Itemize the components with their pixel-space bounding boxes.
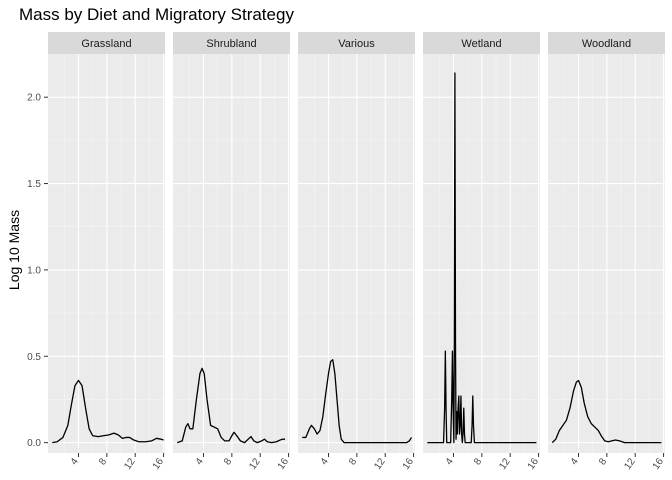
x-tick-label: 12 [247,456,263,472]
y-tick-label: 2.0 [27,93,41,104]
x-tick-label: 4 [444,456,456,467]
facet-strip [173,32,290,54]
density-line-shrubland [177,367,286,444]
density-line-various [302,359,413,444]
y-axis-title: Log 10 Mass [6,210,22,290]
density-line-grassland [52,379,164,444]
facet-strip-label: Grassland [81,38,131,50]
density-line-woodland [551,379,662,444]
chart-title: Mass by Diet and Migratory Strategy [19,5,294,24]
facet-panel-shrubland: Shrubland 4 8 12 16 [173,32,291,472]
y-axis: 0.0 0.5 1.0 1.5 2.0 [27,93,48,449]
x-tick-label: 8 [347,456,359,467]
facet-strip-label: Wetland [461,38,501,50]
facet-panel-wetland: Wetland 4 8 12 16 [423,32,541,472]
x-tick-label: 16 [276,456,292,472]
facet-panel-various: Various 4 8 12 16 [298,32,416,472]
x-tick-label: 12 [122,456,138,472]
x-tick-label: 8 [222,456,234,467]
x-tick-label: 8 [472,456,484,467]
y-tick-label: 0.0 [27,438,41,449]
x-tick-label: 8 [597,456,609,467]
x-tick-label: 12 [622,456,638,472]
y-tick-label: 1.5 [27,179,41,190]
x-tick-label: 16 [651,456,667,472]
x-tick-label: 12 [497,456,513,472]
y-tick-label: 0.5 [27,352,41,363]
facet-strip [423,32,540,54]
facet-panel-woodland: Woodland 4 8 12 16 [548,32,666,472]
x-tick-label: 4 [194,456,206,467]
x-tick-label: 4 [569,456,581,467]
x-tick-label: 16 [151,456,167,472]
x-tick-label: 4 [319,456,331,467]
facet-strip [48,32,165,54]
facet-strip-label: Various [338,38,375,50]
y-tick-label: 1.0 [27,265,41,276]
density-line-wetland [427,72,537,444]
x-tick-label: 4 [69,456,81,467]
facet-panel-grassland: Grassland 4 8 12 16 [48,32,166,472]
x-tick-label: 16 [401,456,417,472]
facet-strip-label: Woodland [582,38,631,50]
x-tick-label: 16 [526,456,542,472]
facet-strip [298,32,415,54]
x-tick-label: 8 [97,456,109,467]
x-tick-label: 12 [372,456,388,472]
facet-strip [548,32,665,54]
facet-panels: Grassland 4 8 12 16 Shrubland 4 8 12 16 Various 4 8 1… [48,32,666,472]
facet-strip-label: Shrubland [206,38,256,50]
